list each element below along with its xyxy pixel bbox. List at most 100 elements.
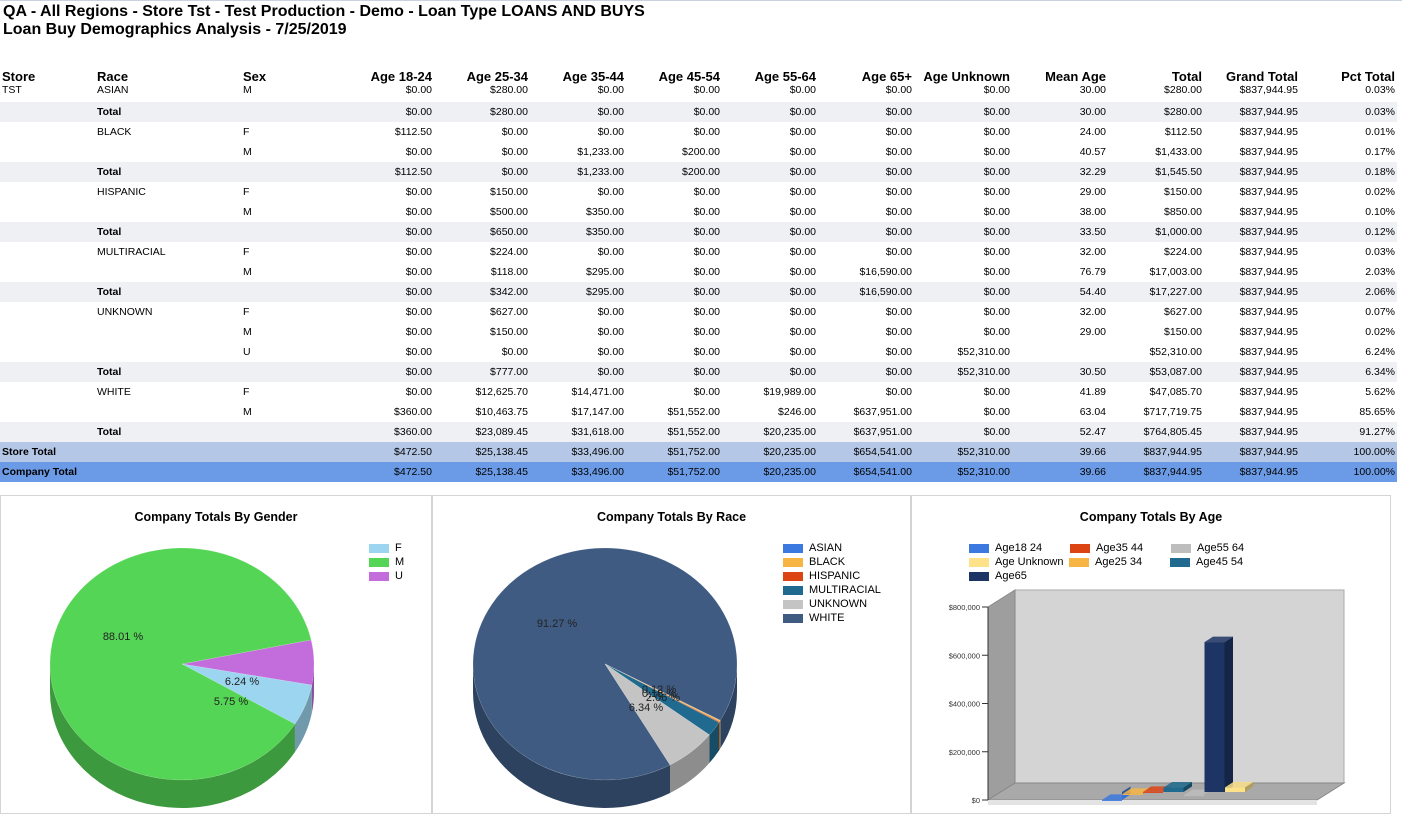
table-cell: $1,233.00 bbox=[530, 162, 626, 182]
table-cell: 0.02% bbox=[1365, 326, 1395, 338]
table-cell: $0.00 bbox=[333, 282, 434, 302]
table-cell: U bbox=[243, 346, 251, 358]
column-header: Store bbox=[2, 69, 36, 84]
table-cell: $25,138.45 bbox=[434, 462, 530, 482]
table-cell: MULTIRACIAL bbox=[97, 246, 166, 258]
company-total-row: Company Total $472.50 $25,138.45 $33,496.00… bbox=[0, 462, 1397, 482]
table-cell: $650.00 bbox=[434, 222, 530, 242]
table-cell: $16,590.00 bbox=[818, 282, 914, 302]
legend-item: ASIAN bbox=[783, 541, 881, 555]
table-cell: $0.00 bbox=[434, 162, 530, 182]
table-cell: $764,805.45 bbox=[1108, 422, 1204, 442]
chart-left-wall bbox=[987, 589, 1016, 801]
table-cell: $627.00 bbox=[490, 306, 528, 318]
table-cell: $0.00 bbox=[885, 306, 912, 318]
table-cell: $0.00 bbox=[885, 386, 912, 398]
table-cell: $17,227.00 bbox=[1108, 282, 1204, 302]
bar-top bbox=[1163, 782, 1192, 788]
table-cell bbox=[241, 442, 333, 462]
table-cell: $0.00 bbox=[405, 326, 432, 338]
table-cell: 39.66 bbox=[1012, 462, 1108, 482]
table-cell: F bbox=[243, 306, 250, 318]
table-cell: F bbox=[243, 246, 250, 258]
table-cell: 33.50 bbox=[1012, 222, 1108, 242]
pie-slice bbox=[604, 663, 721, 723]
table-cell: $360.00 bbox=[394, 406, 432, 418]
table-cell bbox=[0, 102, 95, 122]
table-cell: 32.29 bbox=[1012, 162, 1108, 182]
legend-label: Age18 24 bbox=[995, 542, 1043, 554]
table-cell: $17,147.00 bbox=[571, 406, 624, 418]
table-cell: $0.00 bbox=[818, 102, 914, 122]
table-cell: $0.00 bbox=[626, 362, 722, 382]
table-cell bbox=[95, 442, 241, 462]
table-cell: $0.00 bbox=[885, 186, 912, 198]
table-row: MULTIRACIAL F $0.00 $224.00 $0.00 $0.00 $0.00 $… bbox=[0, 242, 1397, 262]
table-cell bbox=[0, 302, 95, 322]
bar-side bbox=[1224, 636, 1233, 792]
pie-slice-side bbox=[294, 685, 312, 753]
table-cell: M bbox=[243, 406, 252, 418]
table-cell: $0.00 bbox=[789, 346, 816, 358]
table-cell: $52,310.00 bbox=[914, 442, 1012, 462]
table-cell: $0.00 bbox=[693, 84, 720, 96]
table-cell: $0.00 bbox=[722, 222, 818, 242]
bar-side bbox=[1183, 782, 1192, 792]
table-cell: $0.00 bbox=[722, 362, 818, 382]
table-cell: $112.50 bbox=[1164, 126, 1202, 138]
table-cell: $350.00 bbox=[530, 222, 626, 242]
legend-swatch bbox=[369, 571, 389, 581]
table-cell: $837,944.95 bbox=[1239, 326, 1298, 338]
table-cell bbox=[0, 162, 95, 182]
pie-slice bbox=[604, 663, 720, 723]
table-cell: $850.00 bbox=[1164, 206, 1202, 218]
table-cell: $295.00 bbox=[586, 266, 624, 278]
table-cell: $0.00 bbox=[501, 346, 528, 358]
legend-item: Age18 24 bbox=[969, 541, 1070, 555]
legend-item: MULTIRACIAL bbox=[783, 583, 881, 597]
table-cell: $0.00 bbox=[626, 102, 722, 122]
legend-item: Age35 44 bbox=[1070, 541, 1171, 555]
report-subtitle: Loan Buy Demographics Analysis - 7/25/20… bbox=[3, 21, 347, 38]
table-cell: $837,944.95 bbox=[1239, 306, 1298, 318]
table-cell: $654,541.00 bbox=[818, 462, 914, 482]
column-header: Age 55-64 bbox=[754, 69, 816, 84]
legend-label: Age65 bbox=[995, 570, 1027, 582]
table-cell: $0.00 bbox=[597, 126, 624, 138]
table-cell: 32.00 bbox=[1079, 246, 1106, 258]
table-cell: $20,235.00 bbox=[722, 462, 818, 482]
table-cell: $0.00 bbox=[693, 306, 720, 318]
table-cell: $837,944.95 bbox=[1204, 102, 1300, 122]
table-cell: $17,003.00 bbox=[1149, 266, 1202, 278]
pie-chart-gender: 5.75 % 88.01 % 6.24 % bbox=[49, 547, 315, 808]
legend-label: Age25 34 bbox=[1095, 556, 1143, 568]
table-cell: TST bbox=[2, 84, 22, 96]
legend-item: UNKNOWN bbox=[783, 597, 881, 611]
table-cell: $0.00 bbox=[722, 162, 818, 182]
table-cell bbox=[95, 262, 241, 282]
table-cell: $0.00 bbox=[626, 282, 722, 302]
table-cell: 32.00 bbox=[1079, 306, 1106, 318]
table-cell: 76.79 bbox=[1079, 266, 1106, 278]
table-cell: 6.34% bbox=[1300, 362, 1397, 382]
table-cell: $200.00 bbox=[682, 146, 720, 158]
demographics-table: Store Race Sex Age 18-24 Age 25-34 Age 35-44 A… bbox=[0, 64, 1397, 482]
table-cell: $0.00 bbox=[405, 246, 432, 258]
table-cell: $0.00 bbox=[914, 102, 1012, 122]
subtotal-row: Total $0.00 $280.00 $0.00 $0.00 $0.00 $0.00 $0.… bbox=[0, 102, 1397, 122]
table-cell: $0.00 bbox=[333, 362, 434, 382]
table-cell: 0.03% bbox=[1365, 246, 1395, 258]
table-cell: $0.00 bbox=[597, 186, 624, 198]
table-cell: $0.00 bbox=[530, 362, 626, 382]
table-cell: Company Total bbox=[0, 462, 95, 482]
table-cell: $837,944.95 bbox=[1239, 146, 1298, 158]
table-cell: $654,541.00 bbox=[818, 442, 914, 462]
pie-slice bbox=[181, 663, 313, 725]
table-cell: 0.18% bbox=[1300, 162, 1397, 182]
table-cell: $0.00 bbox=[693, 326, 720, 338]
table-cell bbox=[95, 322, 241, 342]
table-cell: $342.00 bbox=[434, 282, 530, 302]
table-cell: $0.00 bbox=[983, 84, 1010, 96]
table-cell: $837,944.95 bbox=[1108, 442, 1204, 462]
table-cell bbox=[95, 142, 241, 162]
